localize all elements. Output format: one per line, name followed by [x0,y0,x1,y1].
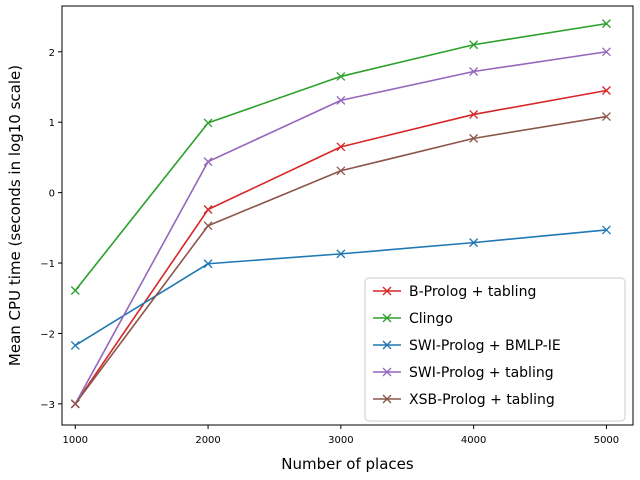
legend-item: Clingo [373,311,453,327]
legend-item: SWI-Prolog + tabling [373,365,554,381]
legend-marker [382,286,392,296]
data-point [336,166,346,176]
series-layer [70,19,611,409]
data-point [601,86,611,95]
data-point [469,109,479,119]
y-axis-label: Mean CPU time (seconds in log10 scale) [6,65,24,366]
x-tick-label: 3000 [328,435,353,446]
legend-label: Clingo [409,311,453,327]
legend-label: SWI-Prolog + BMLP-IE [409,338,561,354]
data-point [336,142,346,152]
data-point [469,40,479,50]
legend-marker [382,367,392,377]
data-point [601,47,611,57]
data-point [203,221,213,231]
x-tick-label: 1000 [63,435,88,446]
series-clingo [70,19,611,295]
legend-item: SWI-Prolog + BMLP-IE [373,338,561,354]
y-axis-ticks: −3 −2 −1 0 1 2 [40,48,62,411]
x-tick-label: 5000 [594,435,619,446]
legend-marker [382,340,392,350]
legend-marker [382,313,392,323]
data-point [203,259,213,269]
data-point [203,205,213,214]
data-point [70,340,80,350]
data-point [70,286,80,295]
data-point [203,157,213,167]
y-tick-label: 0 [49,189,55,200]
legend-box [364,277,626,422]
data-point [601,19,611,29]
y-tick-label: 1 [49,118,55,129]
legend-item: B-Prolog + tabling [373,284,536,300]
plot-frame [61,5,634,426]
x-tick-label: 2000 [195,435,220,446]
data-point [469,133,479,143]
y-tick-label: −1 [40,259,55,270]
y-tick-label: 2 [49,48,55,59]
series-xsb-prolog-tabling [70,112,611,409]
data-point [336,95,346,105]
data-point [336,249,346,259]
data-point [469,67,479,76]
data-point [336,71,346,81]
y-tick-label: −3 [40,400,55,411]
x-tick-label: 4000 [461,435,486,446]
x-axis-label: Number of places [281,455,414,473]
x-axis-ticks: 1000 2000 3000 4000 5000 [63,425,619,446]
legend-label: SWI-Prolog + tabling [409,365,554,381]
data-point [601,112,611,122]
legend-label: XSB-Prolog + tabling [409,392,555,408]
data-point [469,238,479,248]
legend-marker [382,394,392,404]
data-point [601,225,611,235]
legend-label: B-Prolog + tabling [409,284,536,300]
series-swi-prolog-bmlp-ie [70,225,611,350]
data-point [70,399,80,409]
y-tick-label: −2 [40,329,55,340]
legend: B-Prolog + tabling Clingo SWI-Prolog + BML… [364,277,626,422]
data-point [203,118,213,128]
legend-item: XSB-Prolog + tabling [373,392,555,408]
